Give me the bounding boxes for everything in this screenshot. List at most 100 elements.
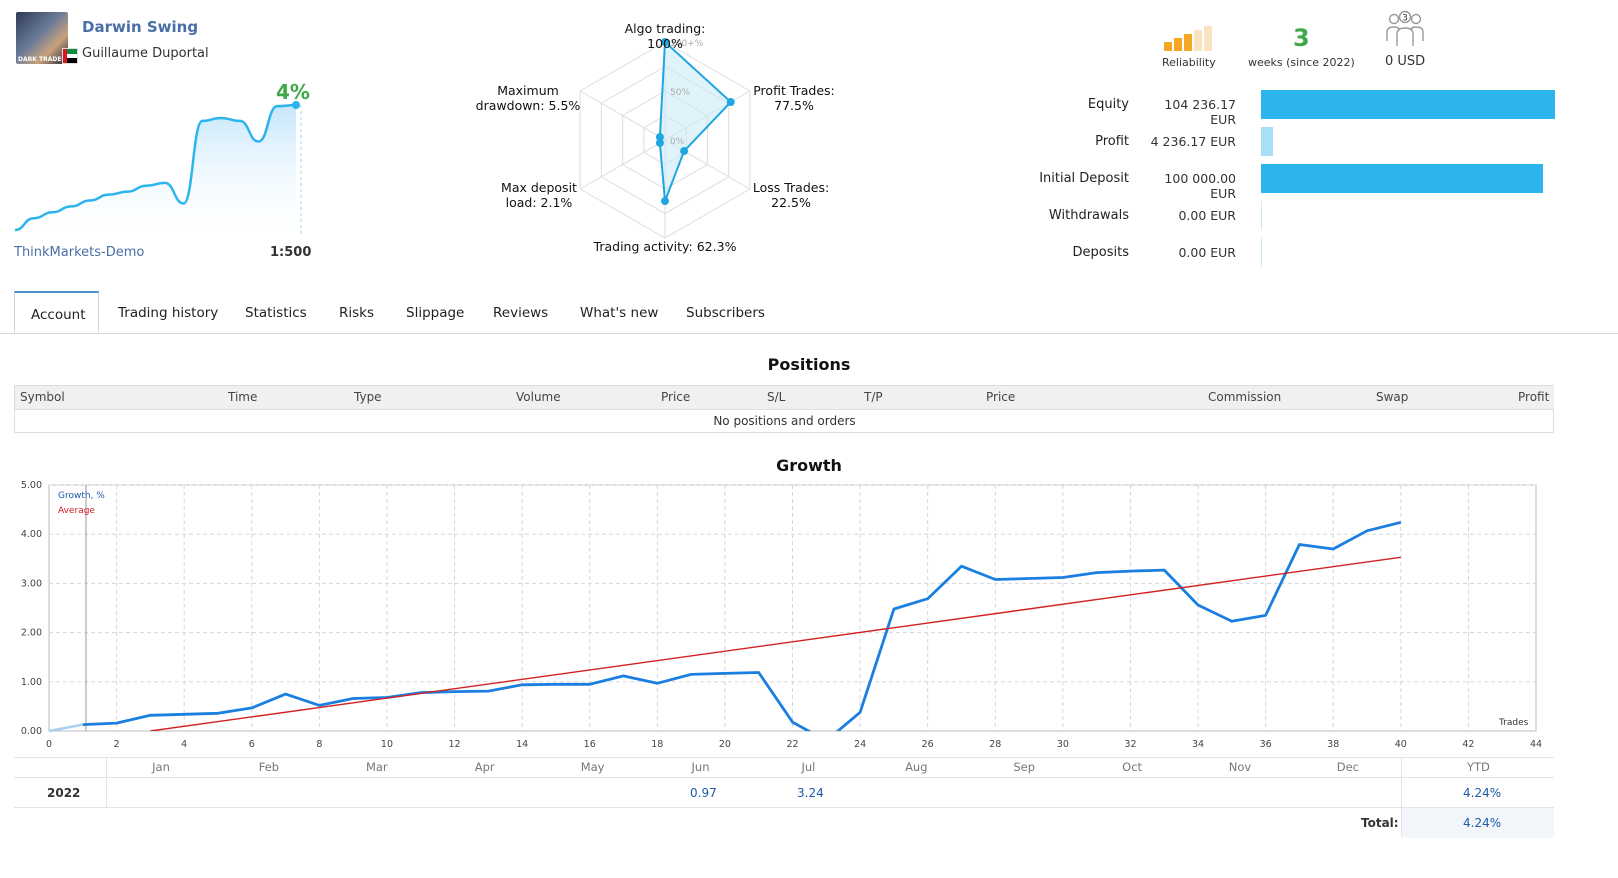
tab-risks[interactable]: Risks	[339, 305, 375, 321]
uae-flag-icon	[62, 48, 78, 64]
avatar-caption: DARK TRADER	[18, 56, 67, 63]
growth-start-segment	[48, 723, 84, 733]
month-header-may: May	[580, 760, 605, 774]
positions-title: Positions	[767, 355, 851, 374]
fin-value-profit: 4 236.17 EUR	[1150, 134, 1236, 149]
x-tick-label: 16	[584, 739, 596, 750]
x-tick-label: 18	[651, 739, 663, 750]
y-tick-label: 3.00	[21, 578, 42, 589]
x-tick-label: 40	[1395, 739, 1407, 750]
x-tick-label: 24	[854, 739, 866, 750]
reliability-icon	[1164, 26, 1212, 51]
radar-label-max-drawdown: Maximum drawdown: 5.5%	[475, 83, 581, 113]
mini-chart-area	[15, 105, 296, 235]
x-tick-label: 34	[1192, 739, 1204, 750]
x-tick-label: 22	[786, 739, 798, 750]
tab-slippage[interactable]: Slippage	[406, 305, 465, 321]
month-value-jun: 0.97	[690, 786, 717, 800]
fin-bar-profit	[1261, 127, 1273, 156]
fin-value-deposits: 0.00 EUR	[1178, 245, 1236, 260]
total-value: 4.24%	[1463, 816, 1502, 830]
col-tp[interactable]: T/P	[864, 390, 883, 404]
author-name[interactable]: Guillaume Duportal	[82, 46, 209, 61]
col-symbol[interactable]: Symbol	[20, 390, 65, 404]
fin-label-equity: Equity	[1087, 97, 1129, 112]
radar-label-trading-activity: Trading activity: 62.3%	[593, 239, 737, 254]
growth-y-ticks: 0.00 1.00 2.00 3.00 4.00 5.00	[21, 480, 42, 737]
radar-point-profit-trades	[726, 98, 735, 107]
col-time[interactable]: Time	[228, 390, 258, 404]
y-tick-label: 5.00	[21, 480, 42, 491]
x-tick-label: 10	[381, 739, 393, 750]
tab-subscribers[interactable]: Subscribers	[686, 305, 765, 321]
fin-value-initial-deposit: 100 000.00 EUR	[1164, 171, 1236, 201]
col-price[interactable]: Price	[661, 390, 691, 404]
radar-point-trading-activity	[661, 197, 669, 206]
fin-label-withdrawals: Withdrawals	[1048, 208, 1129, 223]
ytd-value: 4.24%	[1463, 786, 1502, 800]
x-tick-label: 26	[922, 739, 934, 750]
signal-name[interactable]: Darwin Swing	[82, 18, 199, 36]
tab-account[interactable]: Account	[14, 291, 99, 333]
legend-average: Average	[58, 506, 95, 516]
growth-grid	[49, 484, 1536, 731]
col-price-current[interactable]: Price	[986, 390, 1016, 404]
x-axis-label: Trades	[1498, 718, 1529, 728]
x-tick-label: 12	[448, 739, 460, 750]
positions-header: Symbol Time Type Volume Price S/L T/P Pr…	[15, 386, 1554, 410]
radar-label-max-deposit: Max deposit load: 2.1%	[501, 180, 577, 210]
month-header-sep: Sep	[1013, 760, 1036, 774]
broker-link[interactable]: ThinkMarkets-Demo	[14, 245, 145, 260]
month-table-vline1	[106, 757, 107, 807]
fin-label-deposits: Deposits	[1072, 245, 1129, 260]
month-table-line1	[14, 777, 1554, 778]
radar-chart: 100+% 50% 0%	[579, 38, 751, 239]
x-tick-label: 30	[1057, 739, 1069, 750]
avatar[interactable]: DARK TRADER	[16, 12, 68, 64]
col-type[interactable]: Type	[354, 390, 382, 404]
ytd-header: YTD	[1467, 760, 1490, 774]
radar-scale-50: 50%	[670, 88, 690, 98]
growth-chart: 0.001.002.003.004.005.00 0 2 4 6 8 10 12 14 16 18…	[21, 480, 1542, 750]
col-commission[interactable]: Commission	[1208, 390, 1282, 404]
col-sl[interactable]: S/L	[767, 390, 786, 404]
radar-scale-100: 100+%	[670, 39, 704, 49]
month-table-top	[14, 757, 1554, 758]
x-tick-label: 2	[114, 739, 120, 750]
tab-trading-history[interactable]: Trading history	[118, 305, 219, 321]
leverage: 1:500	[270, 245, 312, 260]
col-volume[interactable]: Volume	[516, 390, 561, 404]
subscribers-value: 0 USD	[1385, 54, 1426, 69]
subscribers-icon[interactable]: 3	[1384, 8, 1426, 50]
radar-label-loss-trades: Loss Trades: 22.5%	[752, 180, 830, 210]
month-table-vline2	[1401, 757, 1402, 837]
x-tick-label: 20	[719, 739, 731, 750]
weeks-count: 3	[1293, 24, 1310, 52]
tab-statistics[interactable]: Statistics	[245, 305, 307, 321]
x-tick-label: 4	[181, 739, 187, 750]
month-header-nov: Nov	[1228, 760, 1252, 774]
fin-value-withdrawals: 0.00 EUR	[1178, 208, 1236, 223]
x-tick-label: 44	[1530, 739, 1542, 750]
fin-bar-deposits	[1261, 238, 1262, 267]
tab-reviews[interactable]: Reviews	[493, 305, 549, 321]
month-header-jan: Jan	[152, 760, 170, 774]
mini-growth-chart	[14, 101, 302, 235]
tab-whats-new[interactable]: What's new	[580, 305, 659, 321]
y-tick-label: 2.00	[21, 628, 42, 639]
radar-scale-0: 0%	[670, 137, 685, 147]
mini-chart-line	[14, 103, 297, 232]
y-tick-label: 0.00	[21, 726, 42, 737]
fin-bar-equity	[1261, 90, 1555, 119]
y-tick-label: 4.00	[21, 529, 42, 540]
col-profit[interactable]: Profit	[1518, 390, 1550, 404]
fin-bar-initial-deposit	[1261, 164, 1544, 193]
mini-chart-end-point	[292, 101, 300, 109]
x-tick-label: 28	[989, 739, 1001, 750]
col-swap[interactable]: Swap	[1376, 390, 1409, 404]
x-tick-label: 8	[316, 739, 322, 750]
tab-bar: Account Trading history Statistics Risks…	[14, 291, 1604, 333]
x-tick-label: 32	[1124, 739, 1136, 750]
subscribers-count: 3	[1402, 14, 1408, 24]
y-tick-label: 1.00	[21, 677, 42, 688]
